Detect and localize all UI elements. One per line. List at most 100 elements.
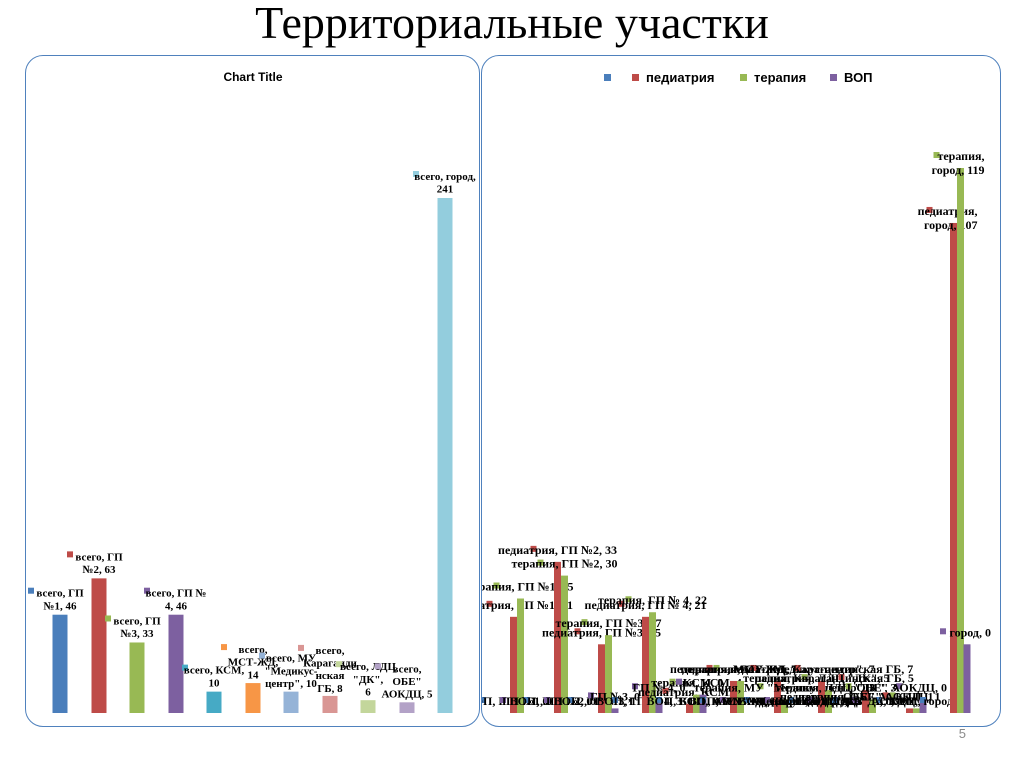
data-label-s1-c6: педиатрия, МУ "Медикус-центр", 7 (680, 662, 874, 676)
bar-s1-c6 (774, 680, 781, 713)
bar-s2-c10 (957, 168, 964, 713)
label-marker-s1-c0 (486, 600, 493, 607)
bar-total-8 (360, 700, 376, 713)
data-label-total-6: всего, МУ "Медикус-центр", 10 (265, 653, 318, 690)
bar-s3-c10 (963, 644, 971, 713)
bar-s2-c5 (737, 680, 744, 713)
label-marker-s3-c3 (632, 683, 638, 690)
data-label-s1-c10: педиатрия, город, 107 (918, 204, 978, 232)
bar-total-9 (399, 702, 415, 713)
label-marker-s0-c4 (656, 697, 662, 703)
label-marker-s0-c10 (920, 697, 926, 703)
data-label-s2-c1: терапия, ГП №2, 30 (511, 557, 617, 571)
data-label-total-2: всего, ГП №3, 33 (113, 615, 161, 640)
data-label-s1-c5: педиатрия, МСТ-ЖД, 7 (670, 662, 797, 676)
label-marker-s1-c4 (662, 687, 669, 694)
bar-s1-c0 (510, 616, 517, 713)
label-marker-10 (413, 171, 419, 177)
bar-s2-c8 (869, 699, 876, 713)
label-marker-1 (67, 551, 73, 558)
label-marker-8 (336, 661, 342, 668)
data-label-s1-c3: педиатрия, ГП № 4, 21 (585, 598, 707, 612)
legend-marker-1 (632, 74, 639, 81)
label-marker-s1-c6 (750, 664, 757, 671)
data-label-s3-c2: ГП №3, 0 (590, 689, 640, 703)
bar-s1-c9 (906, 708, 913, 713)
label-marker-s3-c4 (676, 678, 682, 685)
bar-total-7 (322, 695, 338, 713)
data-label-s2-c8: терапия, ЛДЦ "ДК", 3 (775, 680, 897, 694)
label-marker-4 (182, 664, 188, 671)
label-marker-s1-c10 (926, 206, 933, 213)
label-marker-s3-c2 (588, 692, 594, 699)
bar-s1-c7 (818, 680, 825, 713)
label-marker-s2-c1 (537, 559, 544, 566)
label-marker-5 (221, 644, 227, 651)
data-label-total-0: всего, ГП №1, 46 (36, 588, 84, 613)
label-marker-s2-c8 (845, 683, 852, 690)
data-label-s2-c5: терапия, МСТ-ЖД, 7 (683, 662, 797, 676)
label-marker-s2-c3 (625, 596, 632, 603)
left-chart-panel: Chart Title всего, ГП №1, 46 всего, ГП №2, 6… (25, 55, 480, 727)
data-label-s1-c2: педиатрия, ГП №3, 15 (542, 625, 661, 639)
data-label-s1-c0: педиатрия, ГП №1, 21 (482, 598, 573, 612)
label-marker-2 (105, 615, 111, 622)
label-marker-s3-c0 (500, 697, 506, 703)
bar-s3-c4 (699, 694, 707, 713)
label-marker-s0-c3 (612, 697, 618, 703)
label-marker-s1-c5 (706, 664, 713, 671)
bar-s1-c3 (642, 616, 649, 713)
data-label-s2-c2: терапия, ГП №3, 17 (555, 616, 661, 630)
data-label-s3-c9: ОБЕ" АОКДЦ, 0 (856, 680, 947, 694)
label-marker-s3-c1 (544, 697, 550, 703)
label-marker-s0-c5 (700, 697, 706, 703)
label-marker-s2-c6 (757, 683, 764, 690)
slide-title: Территориальные участки (255, 0, 769, 48)
bar-s2-c0 (517, 598, 524, 713)
label-marker-9 (375, 663, 381, 670)
label-marker-s1-c8 (838, 674, 845, 681)
bar-total-3 (168, 614, 184, 713)
data-label-s0-c9: ВОП, ОБЕ" АОКДЦ, 3 (804, 694, 927, 708)
label-marker-s0-c9 (876, 697, 882, 703)
label-marker-s3-c9 (896, 683, 902, 690)
data-label-total-10: всего, город, 241 (414, 171, 476, 196)
bar-s2-c9 (913, 708, 920, 713)
bar-s1-c5 (730, 680, 737, 713)
data-label-s2-c0: терапия, ГП №1, 25 (482, 580, 574, 594)
bar-s1-c1 (554, 561, 561, 713)
data-label-s1-c7: педиатрия, Карагандинская ГБ, 7 (730, 662, 913, 676)
right-chart-panel: педиатриятерапияВОПВОП, ГП №1, 0педиатри… (481, 55, 1001, 727)
bar-s1-c10 (950, 222, 957, 713)
bar-s3-c9 (919, 699, 927, 713)
bar-s2-c6 (781, 699, 788, 713)
bar-total-6 (283, 691, 299, 713)
data-label-total-7: всего, Караганди нская ГБ, 8 (303, 645, 357, 695)
data-label-total-8: всего, ЛДЦ "ДК", 6 (340, 661, 396, 698)
total-chart: Chart Title всего, ГП №1, 46 всего, ГП №2, 6… (28, 70, 476, 713)
data-label-total-4: всего, КСМ, 10 (184, 665, 245, 690)
label-marker-s2-c5 (713, 664, 720, 671)
data-label-total-1: всего, ГП №2, 63 (75, 551, 123, 576)
bar-s2-c1 (561, 575, 568, 713)
bar-s3-c3 (655, 699, 663, 713)
data-label-s3-c4: КСМ, 0 (683, 676, 723, 690)
data-label-s3-c10: город, 0 (949, 625, 991, 639)
label-marker-s0-c2 (568, 697, 574, 703)
label-marker-s1-c7 (794, 664, 801, 671)
bar-s1-c2 (598, 644, 605, 713)
legend-marker-3 (830, 74, 837, 81)
label-marker-s0-c6 (744, 697, 750, 703)
data-label-s2-c3: терапия, ГП № 4, 22 (598, 593, 707, 607)
bar-total-1 (91, 578, 107, 713)
bar-total-5 (245, 683, 261, 713)
data-label-s2-c10: терапия, город, 119 (932, 149, 985, 177)
label-marker-3 (144, 587, 150, 594)
bar-s1-c4 (686, 703, 693, 713)
label-marker-s2-c9 (889, 692, 896, 699)
data-label-s2-c7: терапия, Карагандинская ГБ, 5 (743, 671, 914, 685)
legend-label-2: терапия (754, 70, 806, 85)
bar-total-2 (129, 642, 145, 713)
page-number: 5 (958, 726, 966, 741)
label-marker-s2-c4 (669, 678, 676, 685)
